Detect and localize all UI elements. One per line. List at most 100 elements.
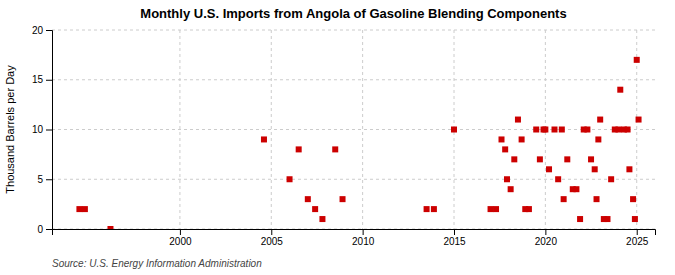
grid-line-y (52, 79, 655, 80)
point (555, 176, 561, 182)
point (594, 196, 600, 202)
x-tick-mark (545, 229, 546, 235)
x-tick-mark (180, 229, 181, 235)
point (632, 216, 638, 222)
point (76, 206, 82, 212)
point (287, 176, 293, 182)
point (261, 136, 267, 142)
y-tick-mark (46, 30, 52, 31)
x-tick-label: 2020 (535, 236, 558, 247)
x-tick-mark (363, 229, 364, 235)
grid-line-y (52, 179, 655, 180)
grid-line-x (179, 30, 180, 229)
point (537, 156, 543, 162)
y-tick: 20 (32, 25, 52, 36)
y-axis-title: Thousand Barrels per Day (4, 65, 16, 194)
point (577, 216, 583, 222)
point (519, 136, 525, 142)
point (305, 196, 311, 202)
point (615, 127, 621, 133)
point (82, 206, 88, 212)
y-tick-mark (46, 179, 52, 180)
y-tick: 5 (37, 174, 52, 185)
point (451, 127, 457, 133)
x-tick-mark (454, 229, 455, 235)
point (626, 166, 632, 172)
point (559, 127, 565, 133)
point (584, 127, 590, 133)
point (588, 156, 594, 162)
point (319, 216, 325, 222)
point (634, 57, 640, 63)
y-axis-line (46, 31, 53, 230)
point (573, 186, 579, 192)
point (630, 196, 636, 202)
point (546, 166, 552, 172)
y-tick-label: 20 (32, 25, 44, 36)
point (533, 127, 539, 133)
point (608, 176, 614, 182)
plot-area: 2000 2005 2010 2015 2020 2025 0 5 10 15 20 (32, 25, 656, 247)
point (499, 136, 505, 142)
title: Monthly U.S. Imports from Angola of Gaso… (140, 6, 566, 21)
x-tick: 2020 (535, 229, 558, 247)
x-tick-label: 2015 (443, 236, 466, 247)
point (617, 87, 623, 93)
x-tick-label: 2025 (626, 236, 649, 247)
y-tick-mark (46, 80, 52, 81)
y-axis: 0 5 10 15 20 (32, 25, 53, 235)
point (424, 206, 430, 212)
y-tick-mark (46, 229, 52, 230)
y-tick: 0 (37, 224, 52, 235)
source-note: Source: U.S. Energy Information Administ… (52, 258, 262, 269)
point (312, 206, 318, 212)
point (493, 206, 499, 212)
grid (52, 30, 655, 229)
point (340, 196, 346, 202)
point (552, 127, 558, 133)
grid-line-x (271, 30, 272, 229)
x-tick-mark (637, 229, 638, 235)
x-tick-label: 2005 (261, 236, 284, 247)
point (604, 216, 610, 222)
point (296, 146, 302, 152)
point (595, 136, 601, 142)
point (431, 206, 437, 212)
x-tick: 2015 (443, 229, 466, 247)
y-tick-label: 5 (37, 174, 43, 185)
point (488, 206, 494, 212)
point (511, 156, 517, 162)
point (542, 127, 548, 133)
x-tick-label: 2000 (169, 236, 192, 247)
x-tick: 2005 (261, 229, 284, 247)
y-tick-mark (46, 130, 52, 131)
point (526, 206, 532, 212)
point (508, 186, 514, 192)
point (597, 117, 603, 123)
point (515, 117, 521, 123)
x-axis: 2000 2005 2010 2015 2020 2025 (53, 229, 656, 247)
point (625, 127, 631, 133)
chart: 2000 2005 2010 2015 2020 2025 0 5 10 15 20 Monthly … (0, 0, 675, 275)
point (592, 166, 598, 172)
y-tick-label: 0 (37, 224, 43, 235)
x-tick-label: 2010 (352, 236, 375, 247)
y-tick-label: 15 (32, 74, 44, 85)
point (636, 117, 642, 123)
point (504, 176, 510, 182)
y-tick: 10 (32, 124, 52, 135)
x-tick-mark (271, 229, 272, 235)
point (107, 226, 113, 229)
y-tick-label: 10 (32, 124, 44, 135)
y-tick: 15 (32, 74, 52, 85)
grid-line-y (52, 30, 655, 31)
points (76, 57, 641, 229)
point (564, 156, 570, 162)
x-axis-line (53, 230, 656, 236)
point (502, 146, 508, 152)
point (332, 146, 338, 152)
x-tick: 2010 (352, 229, 375, 247)
point (561, 196, 567, 202)
grid-line-x (362, 30, 363, 229)
x-tick: 2000 (169, 229, 192, 247)
